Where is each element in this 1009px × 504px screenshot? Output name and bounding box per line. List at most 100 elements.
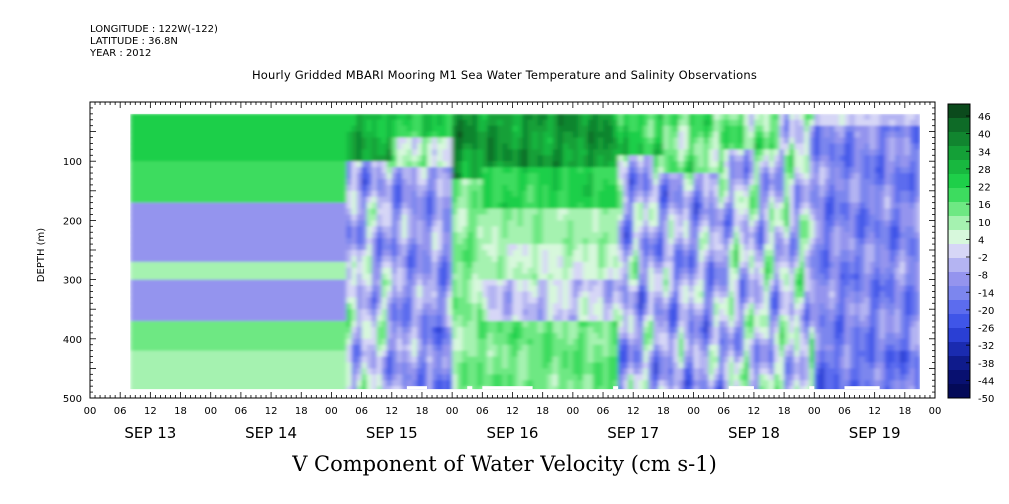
heatmap-cell <box>592 119 599 127</box>
heatmap-cell <box>577 315 584 322</box>
heatmap-cell <box>391 202 398 210</box>
heatmap-cell <box>381 238 388 245</box>
heatmap-cell <box>658 167 664 174</box>
heatmap-cell <box>547 202 554 210</box>
heatmap-cell <box>255 279 262 287</box>
heatmap-cell <box>160 267 167 275</box>
heatmap-cell <box>250 208 257 216</box>
heatmap-cell <box>281 238 287 245</box>
heatmap-cell <box>261 309 267 316</box>
heatmap-cell <box>517 131 524 139</box>
heatmap-cell <box>572 226 579 233</box>
heatmap-cell <box>190 208 197 216</box>
heatmap-cell <box>653 113 659 121</box>
heatmap-cell <box>467 344 473 352</box>
heatmap-cell <box>447 326 453 334</box>
heatmap-cell <box>401 113 408 121</box>
heatmap-cell <box>512 321 519 328</box>
heatmap-cell <box>381 350 388 358</box>
heatmap-cell <box>477 255 483 263</box>
heatmap-cell <box>336 326 343 334</box>
heatmap-cell <box>175 238 182 245</box>
heatmap-cell <box>306 350 312 358</box>
heatmap-cell <box>240 297 247 304</box>
heatmap-cell <box>215 220 222 227</box>
heatmap-cell <box>250 232 257 239</box>
heatmap-cell <box>170 190 177 198</box>
heatmap-cell <box>442 303 448 310</box>
heatmap-cell <box>557 113 564 121</box>
heatmap-cell <box>195 196 202 204</box>
heatmap-cell <box>517 167 524 174</box>
heatmap-cell <box>608 374 614 381</box>
heatmap-cell <box>537 255 544 263</box>
heatmap-cell <box>220 173 227 180</box>
heatmap-cell <box>306 250 312 257</box>
heatmap-cell <box>391 291 398 298</box>
heatmap-cell <box>255 338 262 346</box>
heatmap-cell <box>613 350 619 358</box>
heatmap-cell <box>643 297 649 304</box>
heatmap-cell <box>200 321 207 328</box>
heatmap-cell <box>587 356 594 364</box>
heatmap-cell <box>331 190 338 198</box>
heatmap-cell <box>190 303 197 310</box>
heatmap-cell <box>592 297 599 304</box>
heatmap-cell <box>572 214 579 221</box>
heatmap-cell <box>411 350 418 358</box>
heatmap-cell <box>205 214 212 221</box>
heatmap-cell <box>411 173 418 180</box>
heatmap-cell <box>195 232 202 239</box>
heatmap-cell <box>487 232 493 239</box>
heatmap-cell <box>401 356 408 364</box>
heatmap-cell <box>658 344 664 352</box>
heatmap-cell <box>230 137 237 145</box>
heatmap-cell <box>477 238 483 245</box>
heatmap-cell <box>225 238 232 245</box>
heatmap-cell <box>140 244 146 251</box>
heatmap-cell <box>562 167 569 174</box>
heatmap-cell <box>477 362 483 369</box>
heatmap-cell <box>336 332 343 340</box>
heatmap-cell <box>497 184 504 192</box>
heatmap-cell <box>497 202 504 210</box>
heatmap-cell <box>638 196 644 204</box>
heatmap-cell <box>587 173 594 180</box>
heatmap-cell <box>261 202 267 210</box>
heatmap-cell <box>442 143 448 150</box>
heatmap-cell <box>165 214 172 221</box>
heatmap-cell <box>547 226 554 233</box>
heatmap-cell <box>311 214 317 221</box>
heatmap-cell <box>266 368 272 375</box>
heatmap-cell <box>432 362 438 369</box>
heatmap-cell <box>557 297 564 304</box>
heatmap-cell <box>356 368 363 375</box>
heatmap-cell <box>276 137 282 145</box>
heatmap-cell <box>497 161 504 168</box>
heatmap-cell <box>336 315 343 322</box>
heatmap-cell <box>170 285 177 293</box>
heatmap-cell <box>447 255 453 263</box>
heatmap-cell <box>281 279 287 287</box>
heatmap-cell <box>587 279 594 287</box>
heatmap-cell <box>507 155 514 162</box>
heatmap-cell <box>361 267 368 275</box>
heatmap-cell <box>542 119 549 127</box>
heatmap-cell <box>638 279 644 287</box>
heatmap-cell <box>361 119 368 127</box>
heatmap-cell <box>477 190 483 198</box>
heatmap-cell <box>190 273 197 281</box>
heatmap-cell <box>391 273 398 281</box>
heatmap-cell <box>386 356 393 364</box>
heatmap-cell <box>225 244 232 251</box>
heatmap-cell <box>396 184 403 192</box>
heatmap-cell <box>658 113 664 121</box>
heatmap-cell <box>638 261 644 269</box>
heatmap-cell <box>437 368 443 375</box>
heatmap-cell <box>638 285 644 293</box>
heatmap-cell <box>421 380 428 387</box>
heatmap-cell <box>286 208 292 216</box>
heatmap-cell <box>351 374 358 381</box>
heatmap-cell <box>618 143 624 150</box>
heatmap-cell <box>316 113 322 121</box>
